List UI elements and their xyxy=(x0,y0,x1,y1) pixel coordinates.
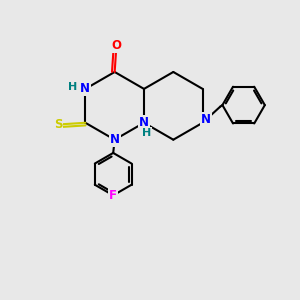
Text: F: F xyxy=(109,189,117,202)
Text: N: N xyxy=(110,133,120,146)
Text: N: N xyxy=(80,82,90,95)
Text: S: S xyxy=(54,118,62,131)
Text: O: O xyxy=(111,39,121,52)
Text: H: H xyxy=(142,128,152,138)
Text: N: N xyxy=(139,116,149,129)
Text: H: H xyxy=(68,82,78,92)
Text: N: N xyxy=(201,113,211,126)
